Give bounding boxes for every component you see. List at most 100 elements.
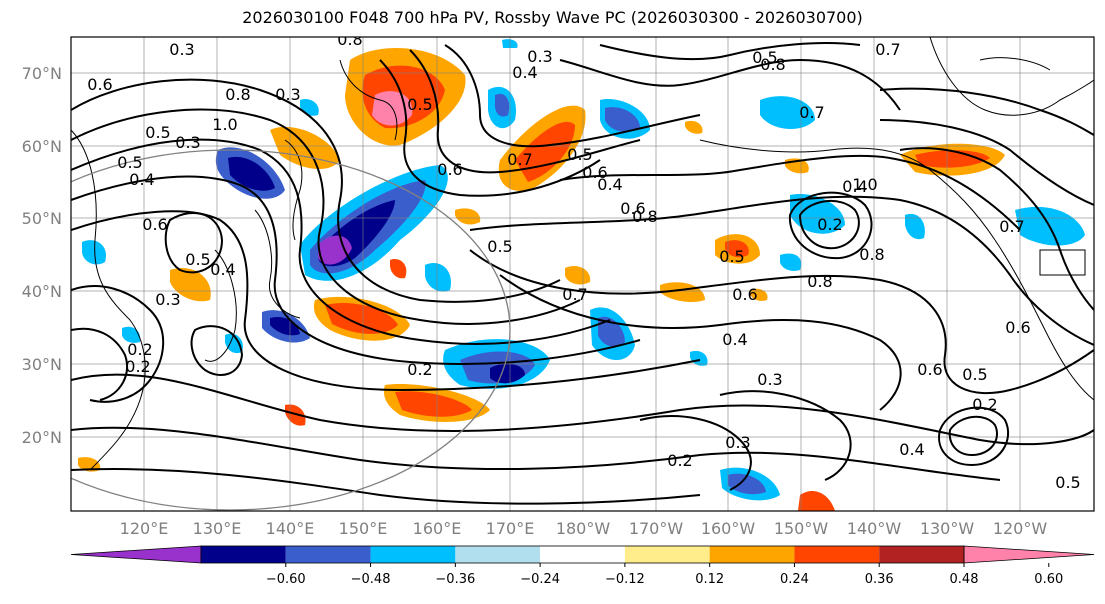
contour-line (559, 154, 1021, 231)
colorbar-tick-label: 0.60 (1034, 572, 1063, 587)
contour-label: 0.7 (507, 150, 532, 169)
contour-label: 0.4 (512, 63, 537, 82)
contour-label: 0.5 (1055, 473, 1080, 492)
pv-anomaly-negative (780, 253, 802, 271)
pv-anomaly-positive (78, 457, 101, 472)
contour-label: 0.6 (142, 215, 167, 234)
colorbar-segment (540, 546, 625, 563)
pv-anomaly-positive (390, 259, 407, 279)
contour-label: 0.5 (719, 247, 744, 266)
pv-anomaly-positive (750, 288, 768, 301)
pv-anomaly-positive (798, 490, 835, 511)
coastline (979, 57, 1051, 71)
lon-label: 140°W (847, 519, 902, 538)
colorbar-segment (201, 546, 286, 563)
map-title: 2026030100 F048 700 hPa PV, Rossby Wave … (242, 8, 863, 27)
contour-label: 0.3 (275, 85, 300, 104)
lat-label: 40°N (22, 282, 62, 301)
lon-label: 150°E (339, 519, 388, 538)
contour-label: 0.5 (185, 250, 210, 269)
pv-anomaly-negative (270, 316, 300, 336)
contour-label: 0.8 (337, 30, 362, 49)
contour-label: 0.4 (899, 440, 924, 459)
pv-contours (71, 42, 1094, 505)
contour-line (639, 415, 752, 491)
pv-shading (78, 39, 1085, 511)
pv-anomaly-positive (660, 282, 705, 303)
lon-label: 130°W (920, 519, 975, 538)
pv-anomaly-negative (728, 473, 766, 495)
contour-label: 0.7 (562, 285, 587, 304)
pv-anomaly-negative (490, 363, 525, 384)
contour-label: 0.8 (760, 55, 785, 74)
contour-label: 0.4 (842, 177, 867, 196)
contour-label: 0.2 (972, 395, 997, 414)
contour-label: 0.2 (817, 215, 842, 234)
contour-label: 0.3 (169, 40, 194, 59)
coastlines (71, 37, 1094, 471)
coastline (929, 37, 1094, 116)
lat-label: 70°N (22, 64, 62, 83)
contour-label: 0.4 (210, 260, 235, 279)
contour-label: 0.2 (667, 451, 692, 470)
colorbar-segment (879, 546, 964, 563)
contour-label: 0.6 (917, 360, 942, 379)
contour-label: 0.3 (527, 47, 552, 66)
colorbar-tick-label: −0.48 (351, 572, 391, 587)
pv-anomaly-positive (170, 268, 211, 302)
contour-line (164, 211, 224, 274)
contour-line (71, 327, 128, 401)
lon-label: 130°E (193, 519, 242, 538)
colorbar-tick-label: −0.36 (435, 572, 475, 587)
pv-anomaly-positive (725, 240, 749, 258)
lon-label: 150°W (774, 519, 829, 538)
colorbar-extend-max (963, 545, 1095, 564)
colorbar-segment (624, 546, 710, 563)
coastline (339, 59, 398, 141)
contour-line (499, 274, 902, 411)
contour-label: 0.5 (567, 145, 592, 164)
contour-line (71, 108, 581, 325)
contour-label: 0.3 (175, 133, 200, 152)
lat-label: 50°N (22, 209, 62, 228)
contour-labels: 0.30.80.30.4 0.80.50.3 0.70.60.81.00.30.50… (87, 30, 1080, 492)
pv-anomaly-negative (318, 235, 352, 265)
contour-line (798, 199, 860, 250)
pv-anomaly-negative (228, 156, 275, 191)
pv-anomaly-negative (605, 107, 640, 132)
contour-label: 1.0 (852, 175, 877, 194)
lon-label: 140°E (266, 519, 315, 538)
lon-label: 160°E (413, 519, 462, 538)
coastline (699, 139, 996, 241)
contour-label: 0.2 (125, 357, 150, 376)
contour-line (469, 249, 1094, 395)
contour-label: 0.6 (620, 199, 645, 218)
contour-line (879, 119, 1094, 206)
contour-label: 0.3 (757, 370, 782, 389)
colorbar-segment (285, 546, 371, 563)
coastline (204, 249, 237, 362)
contour-label: 0.7 (999, 217, 1024, 236)
contour-label: 0.3 (725, 433, 750, 452)
contour-line (948, 415, 998, 457)
lon-label: 170°W (629, 519, 684, 538)
lon-label: 160°W (701, 519, 756, 538)
contour-line (71, 78, 561, 303)
contour-label: 0.6 (1005, 318, 1030, 337)
pv-anomaly-negative (790, 194, 845, 234)
contour-label: 0.4 (722, 330, 747, 349)
contour-label: 0.6 (582, 163, 607, 182)
pv-anomaly-negative (82, 240, 106, 265)
colorbar-segment (709, 546, 795, 563)
lon-label: 170°E (486, 519, 535, 538)
contour-label: 0.5 (145, 123, 170, 142)
contour-line (71, 468, 701, 505)
contour-line (938, 406, 1010, 467)
projection-circle (71, 149, 511, 511)
colorbar-tick-label: 0.12 (695, 572, 724, 587)
contour-label: 0.2 (407, 360, 432, 379)
contour-line (899, 147, 1094, 311)
colorbar-tick-label: −0.60 (266, 572, 306, 587)
colorbar: −0.60 −0.48 −0.36 −0.24 −0.12 0.12 0.24 0.36 0.4… (70, 545, 1095, 587)
pv-anomaly-negative (494, 93, 510, 117)
